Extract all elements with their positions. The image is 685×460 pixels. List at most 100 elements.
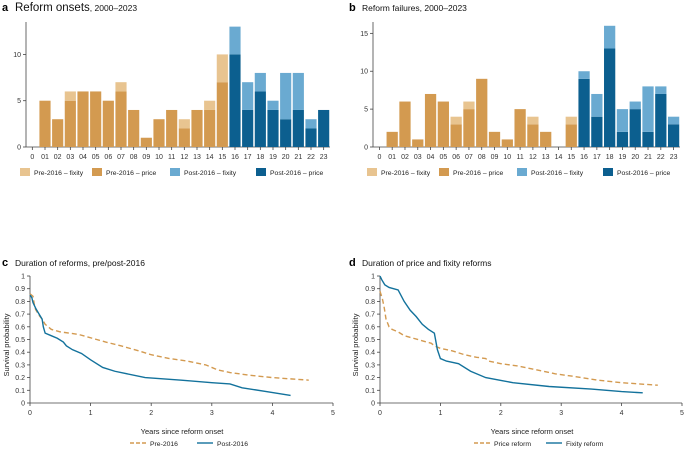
y-tick-label: 0.7 (365, 312, 375, 319)
bar-b-23-post-2016-price (667, 124, 680, 147)
y-tick-label: 0.4 (365, 350, 375, 357)
bar-b-15-pre-2016-fixity (565, 116, 577, 125)
bar-a-21-post-2016-fixity (292, 72, 304, 110)
x-tick-label: 5 (331, 410, 335, 417)
y-tick-label: 0 (371, 401, 375, 408)
y-tick-label: 10 (13, 52, 21, 59)
x-tick-label: 2 (499, 410, 503, 417)
legend-swatch (170, 168, 180, 176)
y-tick-label: 5 (364, 107, 368, 114)
x-tick-label: 01 (41, 154, 49, 161)
x-tick-label: 05 (439, 154, 447, 161)
legend-label: Post-2016 – price (270, 170, 323, 177)
bar-a-10-pre-2016-price (153, 119, 165, 147)
series-line-price-reform (379, 291, 658, 386)
series-line-pre-2016 (29, 293, 309, 381)
y-tick-label: 0.2 (15, 375, 25, 382)
bar-b-17-post-2016-fixity (591, 93, 603, 117)
panel-a-letter: a (2, 2, 9, 14)
y-tick-label: 0.4 (15, 350, 25, 357)
x-tick-label: 11 (168, 154, 175, 161)
bar-b-08-pre-2016-price (476, 78, 488, 147)
x-tick-label: 0 (30, 154, 34, 161)
x-tick-label: 07 (465, 154, 473, 161)
x-tick-label: 07 (117, 154, 125, 161)
x-tick-label: 02 (401, 154, 409, 161)
x-tick-label: 06 (104, 154, 112, 161)
panel-c-plot: 0 0.1 0.2 0.3 0.4 0.5 0.6 0.7 0.8 0.9 1 0 1 2 3 4 5 (15, 274, 335, 418)
y-tick-label: 0.8 (15, 299, 25, 306)
bar-b-20-post-2016-fixity (629, 101, 641, 110)
x-tick-label: 23 (670, 154, 678, 161)
legend-swatch (367, 168, 377, 176)
panel-d-plot: 0 0.1 0.2 0.3 0.4 0.5 0.6 0.7 0.8 0.9 1 0 1 2 3 4 5 (365, 274, 684, 418)
y-tick-label: 0 (17, 145, 21, 152)
y-tick-label: 5 (17, 98, 21, 105)
bar-b-20-post-2016-price (629, 109, 641, 147)
bar-a-21-post-2016-price (292, 109, 304, 147)
panel-a-legend: Pre-2016 – fixity Pre-2016 – price Post-20… (20, 168, 323, 177)
bar-a-14-pre-2016-price (204, 109, 216, 147)
legend-swatch (256, 168, 266, 176)
bar-a-22-post-2016-fixity (305, 119, 317, 129)
bar-a-06-pre-2016-price (102, 100, 114, 147)
legend-swatch (517, 168, 527, 176)
x-tick-label: 3 (559, 410, 563, 417)
x-tick-label: 4 (270, 410, 274, 417)
x-tick-label: 03 (66, 154, 74, 161)
panel-c-legend: Pre-2016 Post-2016 (130, 441, 248, 448)
bar-b-04-pre-2016-price (424, 93, 437, 147)
y-tick-label: 0.6 (365, 324, 375, 331)
series-line-post-2016 (29, 294, 291, 397)
panel-b-legend: Pre-2016 – fixity Pre-2016 – price Post-20… (367, 168, 670, 177)
bar-b-07-pre-2016-price (463, 109, 475, 147)
bar-a-12-pre-2016-fixity (178, 119, 190, 129)
x-tick-label: 04 (427, 154, 435, 161)
bar-b-18-post-2016-price (604, 48, 616, 147)
bar-a-19-post-2016-fixity (267, 100, 279, 110)
legend-label: Pre-2016 – fixity (381, 170, 431, 177)
bar-b-21-post-2016-price (642, 131, 654, 147)
y-tick-label: 0.5 (15, 337, 25, 344)
legend-label: Post-2016 (217, 441, 248, 448)
x-tick-label: 20 (282, 154, 290, 161)
x-tick-label: 17 (593, 154, 601, 161)
x-tick-label: 21 (294, 154, 302, 161)
bar-b-12-pre-2016-fixity (527, 116, 539, 125)
y-tick-label: 0.2 (365, 375, 375, 382)
x-tick-label: 09 (142, 154, 150, 161)
panel-c: c Duration of reforms, pre/post-2016 0 0.… (2, 257, 335, 448)
legend-swatch (603, 168, 613, 176)
bar-b-17-post-2016-price (591, 116, 603, 147)
bar-b-18-post-2016-fixity (604, 25, 616, 49)
bar-a-12-pre-2016-price (178, 128, 190, 147)
x-tick-label: 18 (606, 154, 614, 161)
x-tick-label: 0 (378, 410, 382, 417)
y-tick-label: 15 (360, 31, 368, 38)
y-tick-label: 0.6 (15, 324, 25, 331)
series-line-fixity-reform (379, 275, 643, 394)
x-tick-label: 23 (320, 154, 328, 161)
bar-b-06-pre-2016-price (450, 124, 462, 147)
x-tick-label: 14 (206, 154, 214, 161)
bar-b-15-pre-2016-price (565, 124, 577, 147)
bar-a-11-pre-2016-price (166, 109, 178, 147)
x-tick-label: 15 (567, 154, 575, 161)
bar-a-14-pre-2016-fixity (204, 100, 216, 110)
bar-a-20-post-2016-price (280, 119, 292, 147)
bar-b-01-pre-2016-price (386, 131, 398, 147)
legend-label: Post-2016 – price (617, 170, 670, 177)
bar-b-03-pre-2016-price (412, 139, 424, 147)
x-tick-label: 2 (149, 410, 153, 417)
bar-b-07-pre-2016-fixity (463, 101, 475, 110)
x-tick-label: 22 (307, 154, 315, 161)
x-tick-label: 15 (218, 154, 226, 161)
x-tick-label: 1 (89, 410, 93, 417)
x-tick-label: 08 (478, 154, 486, 161)
panel-a-title-main: Reform onsets (15, 2, 90, 14)
legend-label: Pre-2016 (150, 441, 178, 448)
y-tick-label: 0.9 (365, 286, 375, 293)
y-tick-label: 1 (371, 274, 375, 281)
